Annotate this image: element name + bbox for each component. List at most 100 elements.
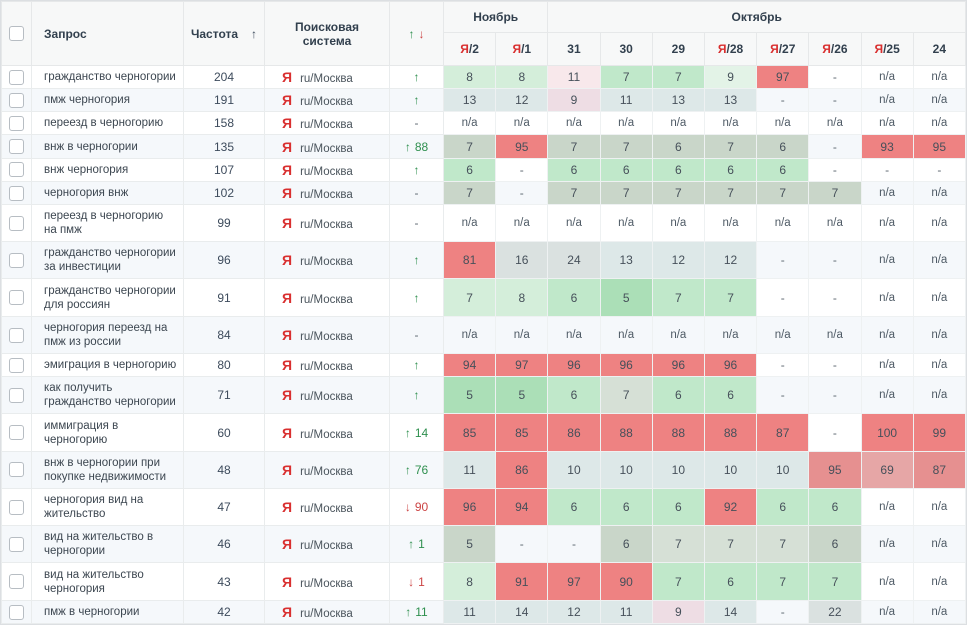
keyword-query[interactable]: иммиграция в черногорию	[31, 413, 184, 452]
position-cell[interactable]: 5	[495, 376, 549, 415]
position-cell[interactable]: n/a	[860, 180, 914, 205]
position-cell[interactable]: 10	[651, 450, 705, 489]
keyword-query[interactable]: внж в черногории при покупке недвижимост…	[31, 450, 184, 489]
position-cell[interactable]: n/a	[651, 203, 705, 243]
position-cell[interactable]: 5	[442, 376, 497, 415]
position-cell[interactable]: -	[495, 180, 549, 205]
position-cell[interactable]: 6	[756, 157, 810, 182]
position-cell[interactable]: 7	[703, 525, 758, 564]
position-cell[interactable]: n/a	[860, 315, 914, 355]
keyword-query[interactable]: гражданство черногории за инвестиции	[31, 241, 184, 280]
position-cell[interactable]: -	[808, 88, 862, 113]
position-cell[interactable]: 6	[808, 525, 862, 564]
position-cell[interactable]: 11	[547, 64, 601, 90]
keyword-query[interactable]: как получить гражданство черногории	[31, 376, 184, 415]
position-cell[interactable]: 6	[651, 376, 705, 415]
position-cell[interactable]: 13	[442, 88, 497, 113]
keyword-query[interactable]: черногория внж	[31, 180, 184, 205]
position-cell[interactable]: -	[808, 413, 862, 452]
keyword-query[interactable]: гражданство черногории для россиян	[31, 278, 184, 317]
position-cell[interactable]: 7	[703, 278, 758, 317]
position-cell[interactable]: 97	[756, 64, 810, 90]
position-cell[interactable]: 11	[442, 450, 497, 489]
position-cell[interactable]: 7	[599, 180, 653, 205]
position-cell[interactable]: 8	[495, 64, 549, 90]
position-cell[interactable]: n/a	[495, 315, 549, 355]
position-cell[interactable]: -	[547, 525, 601, 564]
position-cell[interactable]: 12	[547, 599, 601, 624]
position-cell[interactable]: 86	[547, 413, 601, 452]
keyword-query[interactable]: эмиграция в черногорию	[31, 352, 184, 378]
position-cell[interactable]: 12	[651, 241, 705, 280]
position-cell[interactable]: n/a	[808, 315, 862, 355]
position-cell[interactable]: 6	[651, 134, 705, 159]
position-cell[interactable]: 94	[442, 352, 497, 378]
position-cell[interactable]: n/a	[860, 111, 914, 136]
column-header-query[interactable]: Запрос	[31, 1, 184, 66]
position-cell[interactable]: n/a	[912, 203, 966, 243]
position-cell[interactable]: 6	[547, 376, 601, 415]
position-cell[interactable]: 6	[547, 487, 601, 527]
position-cell[interactable]: 95	[495, 134, 549, 159]
position-cell[interactable]: 85	[495, 413, 549, 452]
position-cell[interactable]: 11	[599, 88, 653, 113]
position-cell[interactable]: 6	[703, 562, 758, 601]
date-header-24[interactable]: 24	[912, 32, 966, 66]
position-cell[interactable]: 6	[808, 487, 862, 527]
position-cell[interactable]: n/a	[651, 111, 705, 136]
position-cell[interactable]: 93	[860, 134, 914, 159]
position-cell[interactable]: n/a	[651, 315, 705, 355]
position-cell[interactable]: -	[756, 352, 810, 378]
position-cell[interactable]: -	[808, 64, 862, 90]
position-cell[interactable]: 7	[703, 180, 758, 205]
position-cell[interactable]: 97	[547, 562, 601, 601]
position-cell[interactable]: n/a	[860, 599, 914, 624]
position-cell[interactable]: 90	[599, 562, 653, 601]
keyword-query[interactable]: черногория вид на жительство	[31, 487, 184, 527]
keyword-query[interactable]: вид на жительство черногория	[31, 562, 184, 601]
position-cell[interactable]: n/a	[442, 315, 497, 355]
row-checkbox[interactable]	[9, 425, 24, 441]
row-checkbox[interactable]	[9, 357, 24, 373]
row-checkbox[interactable]	[9, 92, 24, 108]
position-cell[interactable]: 7	[651, 278, 705, 317]
keyword-query[interactable]: черногория переезд на пмж из россии	[31, 315, 184, 355]
row-checkbox[interactable]	[9, 185, 24, 201]
position-cell[interactable]: 92	[703, 487, 758, 527]
position-cell[interactable]: -	[808, 134, 862, 159]
position-cell[interactable]: 6	[703, 157, 758, 182]
position-cell[interactable]: -	[756, 241, 810, 280]
position-cell[interactable]: 87	[912, 450, 966, 489]
position-cell[interactable]: 6	[756, 134, 810, 159]
position-cell[interactable]: 94	[495, 487, 549, 527]
position-cell[interactable]: n/a	[495, 203, 549, 243]
position-cell[interactable]: 6	[651, 157, 705, 182]
row-checkbox[interactable]	[9, 537, 24, 553]
row-checkbox[interactable]	[9, 290, 24, 306]
position-cell[interactable]: n/a	[912, 64, 966, 90]
position-cell[interactable]: 6	[756, 487, 810, 527]
position-cell[interactable]: 9	[703, 64, 758, 90]
position-cell[interactable]: -	[808, 352, 862, 378]
position-cell[interactable]: -	[756, 376, 810, 415]
position-cell[interactable]: n/a	[495, 111, 549, 136]
position-cell[interactable]: 7	[442, 180, 497, 205]
row-checkbox[interactable]	[9, 604, 24, 620]
row-checkbox[interactable]	[9, 462, 24, 478]
position-cell[interactable]: n/a	[547, 315, 601, 355]
keyword-query[interactable]: внж в черногории	[31, 134, 184, 159]
row-checkbox[interactable]	[9, 253, 24, 268]
keyword-query[interactable]: переезд в черногорию на пмж	[31, 203, 184, 243]
keyword-query[interactable]: вид на жительство в черногории	[31, 525, 184, 564]
row-checkbox[interactable]	[9, 574, 24, 590]
position-cell[interactable]: 7	[756, 180, 810, 205]
position-cell[interactable]: 96	[442, 487, 497, 527]
date-header-ya-25[interactable]: Я/25	[860, 32, 914, 66]
keyword-query[interactable]: гражданство черногории	[31, 64, 184, 90]
position-cell[interactable]: 69	[860, 450, 914, 489]
position-cell[interactable]: 5	[442, 525, 497, 564]
position-cell[interactable]: -	[756, 599, 810, 624]
position-cell[interactable]: 96	[599, 352, 653, 378]
keyword-query[interactable]: пмж в черногории	[31, 599, 184, 624]
position-cell[interactable]: n/a	[912, 241, 966, 280]
